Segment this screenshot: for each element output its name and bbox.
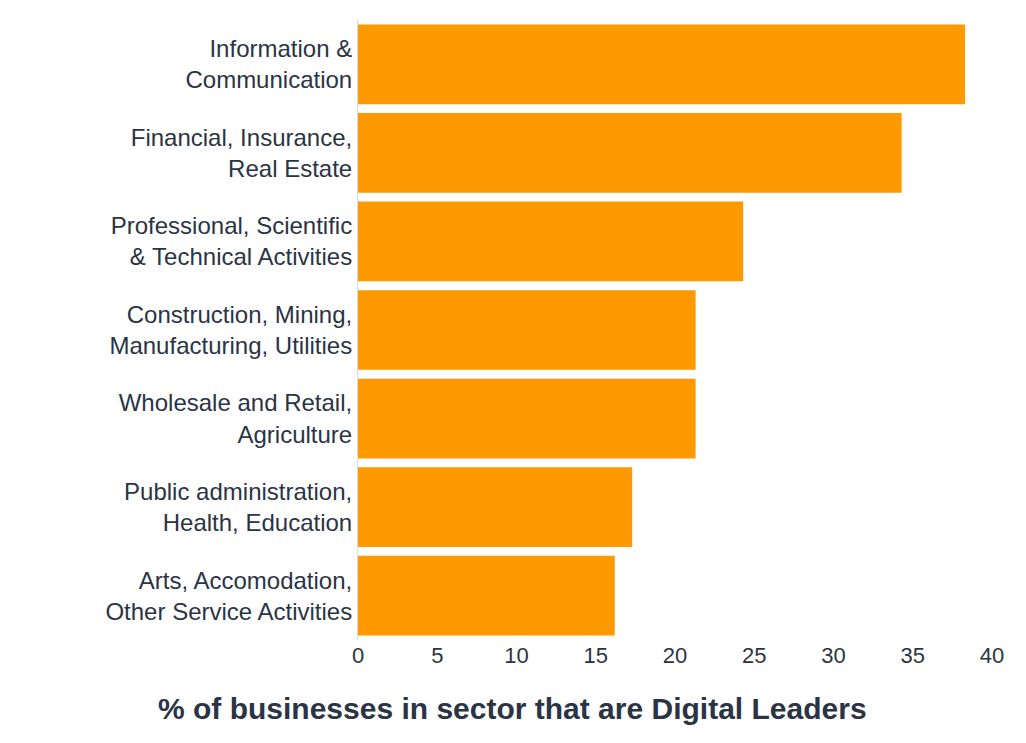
svg-text:35: 35 <box>901 643 925 668</box>
svg-text:0: 0 <box>352 643 364 668</box>
svg-text:Wholesale and Retail,Agricultu: Wholesale and Retail,Agriculture <box>119 389 352 447</box>
svg-text:Information &Communication: Information &Communication <box>185 35 352 93</box>
svg-text:30: 30 <box>821 643 845 668</box>
svg-text:15: 15 <box>584 643 608 668</box>
svg-text:Professional, Scientific& Tech: Professional, Scientific& Technical Acti… <box>111 212 352 270</box>
svg-text:Public administration,Health,: Public administration,Health, Education <box>124 478 352 536</box>
svg-text:% of businesses in sector that: % of businesses in sector that are Digit… <box>158 692 867 725</box>
svg-text:Arts, Accomodation,Other Servi: Arts, Accomodation,Other Service Activit… <box>105 567 352 625</box>
svg-text:5: 5 <box>431 643 443 668</box>
svg-text:Construction, Mining,Manufactu: Construction, Mining,Manufacturing, Util… <box>109 301 352 359</box>
svg-text:25: 25 <box>742 643 766 668</box>
svg-text:20: 20 <box>663 643 687 668</box>
svg-text:10: 10 <box>504 643 528 668</box>
svg-text:40: 40 <box>980 643 1004 668</box>
svg-text:Financial, Insurance,Real Esta: Financial, Insurance,Real Estate <box>131 124 352 182</box>
